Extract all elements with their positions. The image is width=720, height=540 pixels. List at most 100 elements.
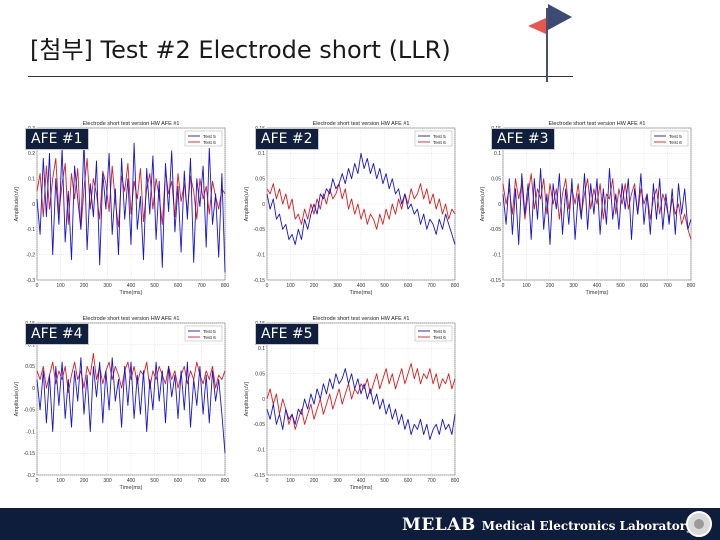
chart-title: Electrode short test version HW AFE #1	[83, 121, 180, 127]
y-tick-label: 0.05	[255, 371, 265, 377]
flag-icon	[548, 4, 572, 30]
x-tick-label: 0	[36, 478, 39, 484]
y-tick-label: -0.15	[490, 278, 502, 284]
footer-subtitle: Medical Electronics Laboratory	[481, 519, 694, 533]
legend-entry: Test 6	[669, 140, 682, 146]
x-tick-label: 300	[333, 478, 342, 484]
flag-accent-icon	[528, 18, 546, 34]
y-tick-label: 0.05	[255, 176, 265, 182]
y-tick-label: 0.1	[258, 151, 265, 157]
chart-panel-afe1: Electrode short test version HW AFE #1 0 1…	[13, 118, 229, 298]
chart-title: Electrode short test version HW AFE #1	[313, 121, 410, 127]
series-line-test-5	[36, 357, 226, 454]
y-tick-label: -0.05	[24, 408, 36, 414]
x-tick-label: 300	[103, 478, 112, 484]
y-tick-label: 0	[262, 202, 265, 208]
series-line-test-5	[36, 140, 226, 273]
series-line-test-6	[266, 363, 456, 430]
x-tick-label: 200	[80, 478, 89, 484]
panel-label: AFE #1	[25, 128, 89, 150]
legend-entry: Test 5	[669, 134, 682, 140]
x-tick-label: 100	[56, 283, 65, 289]
chart-svg: Electrode short test version HW AFE #1 0 1…	[14, 316, 229, 491]
series-line-test-5	[266, 152, 456, 245]
x-tick-label: 0	[36, 283, 39, 289]
x-tick-label: 0	[266, 283, 269, 289]
x-tick-label: 500	[380, 478, 389, 484]
x-tick-label: 0	[266, 478, 269, 484]
y-tick-label: -0.05	[254, 227, 266, 233]
x-tick-label: 600	[174, 283, 183, 289]
legend-entry: Test 6	[433, 335, 446, 341]
x-axis-label: Time(ms)	[349, 290, 372, 296]
series-line-test-6	[502, 173, 692, 240]
y-tick-label: 0.1	[258, 346, 265, 352]
x-tick-label: 100	[286, 478, 295, 484]
series-line-test-6	[36, 157, 226, 230]
footer-bar: MELAB Medical Electronics Laboratory	[0, 508, 720, 540]
y-tick-label: 0.2	[28, 151, 35, 157]
y-tick-label: -0.1	[256, 447, 265, 453]
y-axis-label: Amplitude(uV)	[244, 186, 250, 221]
chart-panel-afe5: Electrode short test version HW AFE #1 0 1…	[243, 313, 459, 493]
y-tick-label: 0	[262, 397, 265, 403]
chart-title: Electrode short test version HW AFE #1	[549, 121, 646, 127]
legend-entry: Test 5	[433, 329, 446, 335]
y-axis-label: Amplitude(uV)	[14, 186, 20, 221]
flag-pole-decoration	[546, 8, 548, 82]
y-tick-label: 0.05	[25, 364, 35, 370]
x-tick-label: 100	[56, 478, 65, 484]
panel-label: AFE #5	[255, 323, 319, 345]
series-line-test-5	[266, 368, 456, 440]
x-axis-label: Time(ms)	[119, 485, 142, 491]
footer-branding: MELAB Medical Electronics Laboratory	[402, 515, 693, 535]
x-tick-label: 600	[640, 283, 649, 289]
x-tick-label: 300	[333, 283, 342, 289]
y-axis-label: Amplitude(uV)	[480, 186, 486, 221]
slide-title: [첨부] Test #2 Electrode short (LLR)	[30, 36, 451, 64]
x-tick-label: 600	[404, 283, 413, 289]
x-tick-label: 700	[197, 478, 206, 484]
y-tick-label: -0.15	[254, 473, 266, 479]
x-tick-label: 800	[221, 478, 229, 484]
x-tick-label: 500	[150, 478, 159, 484]
x-tick-label: 700	[197, 283, 206, 289]
legend-entry: Test 5	[203, 329, 216, 335]
y-tick-label: 0.1	[494, 151, 501, 157]
y-tick-label: -0.3	[26, 278, 35, 284]
x-tick-label: 600	[174, 478, 183, 484]
y-tick-label: -0.1	[26, 227, 35, 233]
x-tick-label: 400	[127, 478, 136, 484]
y-tick-label: -0.15	[254, 278, 266, 284]
x-tick-label: 0	[502, 283, 505, 289]
y-tick-label: 0	[498, 202, 501, 208]
x-tick-label: 100	[286, 283, 295, 289]
footer-brand: MELAB	[402, 515, 476, 535]
panel-label: AFE #2	[255, 128, 319, 150]
x-tick-label: 800	[687, 283, 695, 289]
x-tick-label: 500	[150, 283, 159, 289]
y-tick-label: -0.15	[24, 451, 36, 457]
y-tick-label: 0.1	[28, 176, 35, 182]
chart-svg: Electrode short test version HW AFE #1 0 1…	[480, 121, 695, 296]
y-tick-label: -0.1	[26, 429, 35, 435]
chart-panel-afe3: Electrode short test version HW AFE #1 0 1…	[479, 118, 695, 298]
x-tick-label: 200	[80, 283, 89, 289]
x-tick-label: 300	[103, 283, 112, 289]
y-tick-label: -0.1	[256, 252, 265, 258]
x-tick-label: 400	[593, 283, 602, 289]
y-tick-label: -0.05	[490, 227, 502, 233]
y-tick-label: 0	[32, 202, 35, 208]
y-axis-label: Amplitude(uV)	[14, 381, 20, 416]
chart-panel-afe4: Electrode short test version HW AFE #1 0 1…	[13, 313, 229, 493]
y-axis-label: Amplitude(uV)	[244, 381, 250, 416]
x-tick-label: 200	[310, 283, 319, 289]
x-tick-label: 400	[127, 283, 136, 289]
x-tick-label: 200	[546, 283, 555, 289]
title-divider	[28, 76, 573, 77]
chart-svg: Electrode short test version HW AFE #1 0 1…	[244, 121, 459, 296]
chart-panel-afe2: Electrode short test version HW AFE #1 0 1…	[243, 118, 459, 298]
chart-title: Electrode short test version HW AFE #1	[313, 316, 410, 322]
x-tick-label: 800	[451, 283, 459, 289]
x-tick-label: 800	[451, 478, 459, 484]
